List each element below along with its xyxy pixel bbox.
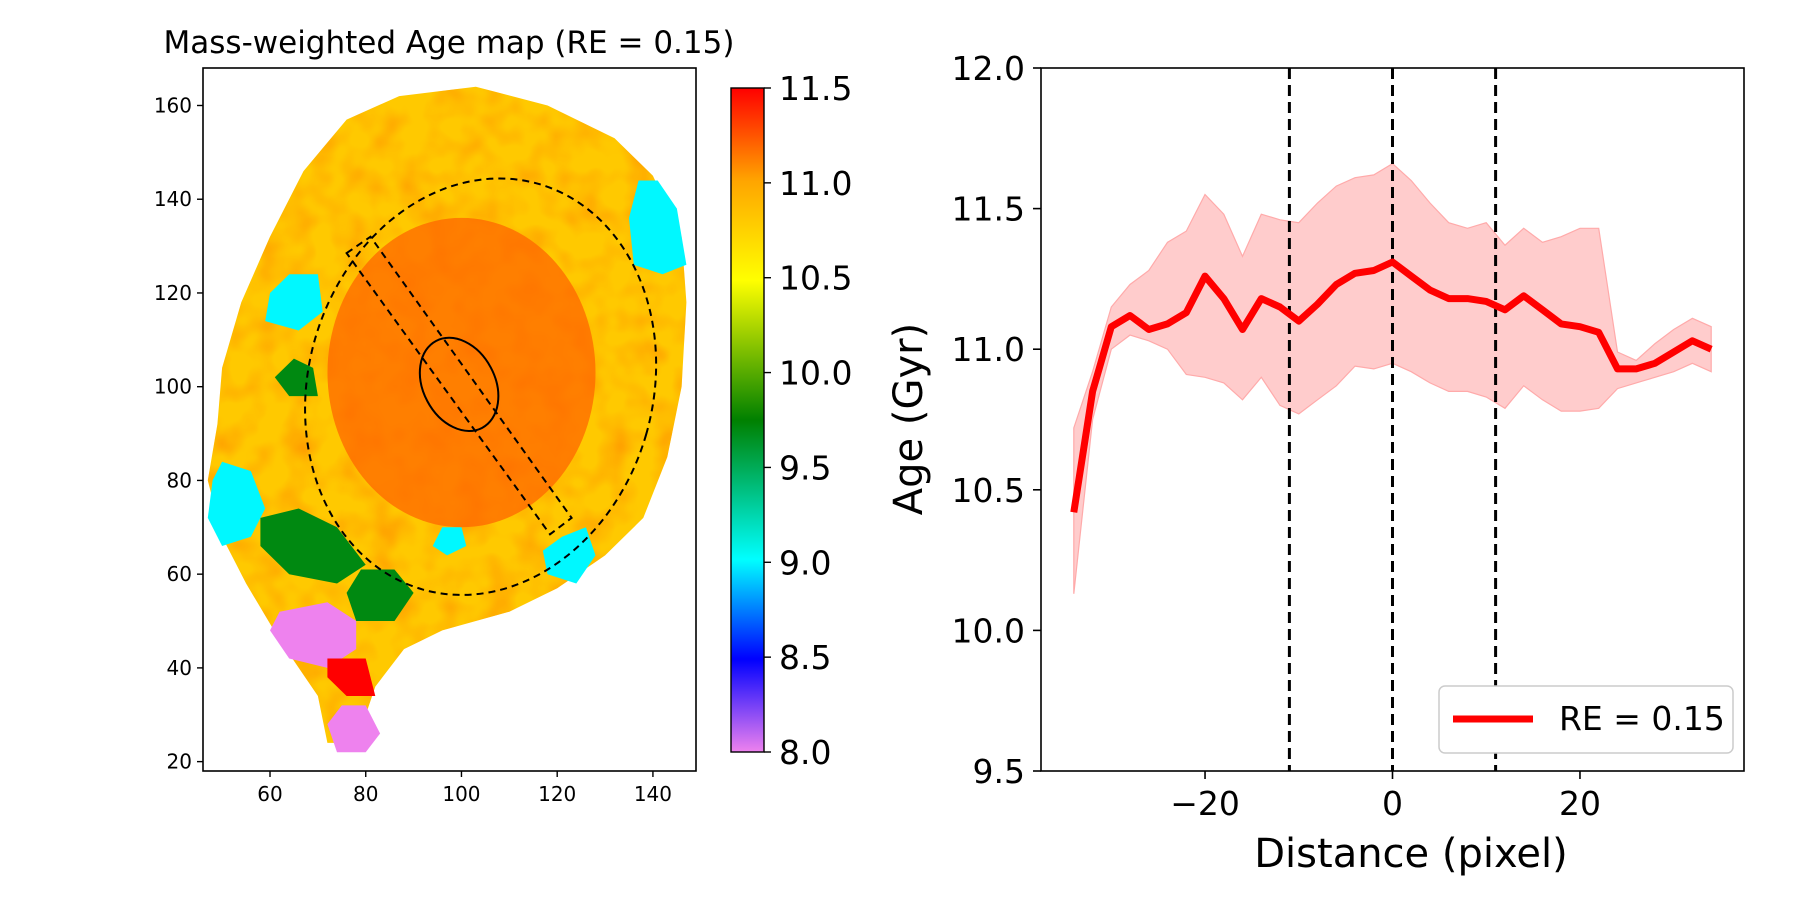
map-y-tick-label: 60 [167,562,192,586]
green-patch [274,358,318,397]
colorbar-ticks: 8.0 8.5 9.0 9.5 10.0 10.5 11.0 11.5 [764,69,852,772]
map-y-tick-label: 140 [154,187,192,211]
profile-y-label: Age (Gyr) [886,323,932,515]
age-map [207,86,687,753]
map-y-tick-label: 120 [154,281,192,305]
colorbar-tick-label: 9.0 [779,543,831,582]
colorbar-tick-label: 10.0 [779,354,852,393]
legend-box [1438,685,1734,754]
map-y-tick-label: 160 [154,93,192,117]
blue-patch [432,527,467,556]
blue-patch [629,180,687,275]
profile-y-tick-label: 10.0 [952,611,1025,650]
profile-x-tick-label: 20 [1559,784,1601,823]
profile-y-ticks: 9.5 10.0 10.5 11.0 11.5 12.0 [952,49,1041,791]
blue-patch [265,274,323,331]
legend-label: RE = 0.15 [1559,699,1725,738]
profile-y-tick-label: 9.5 [973,752,1025,791]
profile-x-label: Distance (pixel) [1254,831,1568,877]
series-line [1070,258,1713,513]
uncertainty-band [1073,162,1712,594]
profile-x-tick-label: 0 [1382,784,1403,823]
profile-x-ticks: −20 0 20 [1170,771,1601,823]
inner-region [327,217,596,528]
colorbar-tick-label: 11.5 [779,69,852,108]
colorbar [730,87,765,753]
blue-patch [207,461,266,546]
violet-patch [327,705,381,753]
colorbar-tick-label: 9.5 [779,448,831,487]
map-title: Mass-weighted Age map (RE = 0.15) [164,25,735,61]
slit-rectangle [345,235,573,536]
colorbar-tick-label: 10.5 [779,259,852,298]
map-frame [202,67,697,772]
green-patch [260,508,366,584]
red-patch [327,658,376,696]
profile-y-tick-label: 10.5 [952,471,1025,510]
map-x-tick-label: 60 [257,782,282,806]
inner-ellipse [418,336,500,432]
legend: RE = 0.15 [1438,685,1734,754]
violet-patch [270,602,357,668]
colorbar-tick-label: 8.5 [779,638,831,677]
colorbar-tick-label: 11.0 [779,164,852,203]
map-x-tick-label: 140 [634,782,672,806]
map-overlays [304,177,658,596]
map-y-tick-label: 100 [154,375,192,399]
profile-y-tick-label: 11.0 [952,330,1025,369]
profile-y-tick-label: 12.0 [952,49,1025,88]
map-y-tick-label: 40 [167,656,192,680]
green-patch [346,569,414,621]
map-x-tick-label: 100 [442,782,480,806]
age-profile [1070,68,1713,771]
map-y-tick-label: 80 [167,468,192,492]
profile-x-tick-label: −20 [1170,784,1240,823]
profile-y-tick-label: 11.5 [952,190,1025,229]
map-x-ticks: 60 80 100 120 140 [257,771,672,806]
map-y-ticks: 20 40 60 80 100 120 140 160 [154,93,203,774]
colorbar-tick-label: 8.0 [779,733,831,772]
map-x-tick-label: 80 [353,782,378,806]
map-x-tick-label: 120 [538,782,576,806]
map-y-tick-label: 20 [167,750,192,774]
outer-ellipse [304,177,658,596]
